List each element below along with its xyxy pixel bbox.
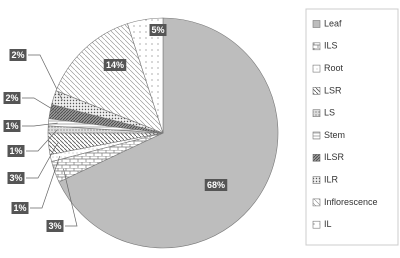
- data-label-box: [11, 202, 29, 214]
- leader-line: [22, 97, 60, 114]
- leader-line: [22, 122, 58, 127]
- data-label-box: [7, 172, 25, 184]
- leader-line: [26, 142, 58, 179]
- data-label-box: [204, 179, 228, 191]
- data-label: 3%: [48, 221, 61, 231]
- legend-swatch: [312, 109, 321, 117]
- legend-label: LSR: [324, 85, 342, 95]
- legend-label: ILS: [324, 41, 338, 51]
- legend-swatch: [312, 64, 321, 73]
- data-label: 1%: [13, 203, 26, 213]
- legend-box: [305, 8, 399, 246]
- data-label: 2%: [11, 50, 24, 60]
- legend-label: Inflorescence: [324, 197, 378, 207]
- leader-line: [26, 129, 58, 152]
- legend-swatch: [312, 20, 321, 28]
- data-label-box: [7, 145, 25, 157]
- legend-label: IL: [324, 219, 332, 229]
- data-label: 1%: [5, 121, 18, 131]
- leader-line: [28, 54, 63, 101]
- data-label-box: [9, 49, 27, 61]
- data-label: 14%: [106, 60, 124, 70]
- legend-swatch: [312, 131, 321, 140]
- legend-swatch: [312, 176, 321, 184]
- legend-swatch: [312, 220, 321, 229]
- data-label-box: [103, 59, 127, 71]
- data-label: 68%: [207, 180, 225, 190]
- legend-label: Stem: [324, 130, 345, 140]
- leader-line: [63, 168, 78, 227]
- data-label: 3%: [9, 173, 22, 183]
- data-label-box: [46, 220, 64, 232]
- data-label: 2%: [5, 93, 18, 103]
- data-label-box: [149, 24, 167, 36]
- legend-swatch: [312, 198, 321, 207]
- data-label-box: [3, 120, 21, 132]
- legend-swatch: [312, 87, 321, 95]
- legend-label: ILSR: [324, 152, 345, 162]
- leader-line: [30, 155, 61, 209]
- legend-swatch: [312, 42, 321, 51]
- legend-swatch: [312, 154, 321, 162]
- data-label-box: [3, 92, 21, 104]
- legend-label: ILR: [324, 174, 339, 184]
- data-label: 5%: [151, 25, 164, 35]
- legend-label: Root: [324, 63, 344, 73]
- legend-label: Leaf: [324, 18, 342, 28]
- data-label: 1%: [9, 146, 22, 156]
- pie-slice: [127, 17, 164, 134]
- legend-label: LS: [324, 108, 335, 118]
